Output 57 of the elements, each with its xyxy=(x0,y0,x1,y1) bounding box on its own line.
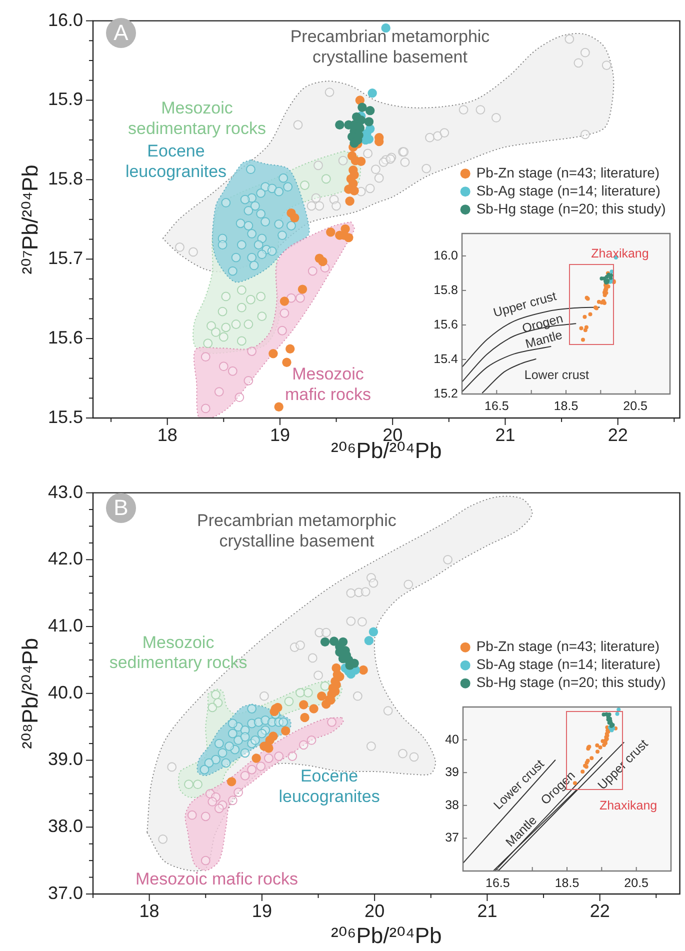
legend-label: Sb-Hg stage (n=20; this study) xyxy=(476,674,666,690)
series-label: Precambrian metamorphic crystalline basement xyxy=(197,511,397,551)
x-tick-label: 18 xyxy=(157,424,178,445)
x-tick-label: 21 xyxy=(477,900,498,921)
x-tick-label: 21 xyxy=(495,424,516,445)
y-tick-label: 15.7 xyxy=(48,248,83,268)
y-tick-label: 40.0 xyxy=(48,682,83,702)
y-tick-label: 39 xyxy=(445,765,460,780)
x-tick-label: 16.5 xyxy=(484,398,509,413)
y-tick-label: 15.2 xyxy=(434,386,458,400)
x-tick-label: 18 xyxy=(139,900,160,921)
y-tick-label: 38 xyxy=(445,798,460,812)
y-tick-label: 15.6 xyxy=(48,328,83,348)
x-tick-label: 22 xyxy=(608,424,628,445)
series-label: Precambrian metamorphic crystalline basement xyxy=(290,26,490,66)
y-tick-label: 42.0 xyxy=(48,548,83,569)
y-tick-label: 37.0 xyxy=(48,882,83,903)
series-label: Lower crust xyxy=(524,368,590,382)
legend-label: Pb-Zn stage (n=43; literature) xyxy=(476,164,660,180)
y-tick-label: 16.0 xyxy=(48,10,83,30)
y-tick-label: 15.8 xyxy=(434,282,458,297)
y-axis-title: ²⁰⁸Pb/²⁰⁴Pb xyxy=(17,638,42,749)
series-label: Mesozoic mafic rocks xyxy=(135,870,298,889)
legend-label: Pb-Zn stage (n=43; literature) xyxy=(476,638,660,654)
x-tick-label: 18.5 xyxy=(554,398,578,413)
y-tick-label: 15.8 xyxy=(48,168,83,189)
x-tick-label: 20.5 xyxy=(624,876,649,890)
y-tick-label: 38.0 xyxy=(48,816,83,836)
legend-label: Sb-Hg stage (n=20; this study) xyxy=(476,200,666,216)
y-tick-label: 41.0 xyxy=(48,616,83,636)
series-label: Eocene leucogranites xyxy=(125,141,227,181)
legend-label: Sb-Ag stage (n=14; literature) xyxy=(476,656,660,672)
legend-label: Sb-Ag stage (n=14; literature) xyxy=(476,182,660,198)
series-label: Eocene leucogranites xyxy=(278,766,380,806)
annotation: Zhaxikang xyxy=(591,246,649,260)
y-tick-label: 15.6 xyxy=(434,317,458,332)
y-tick-label: 15.5 xyxy=(48,406,83,427)
x-tick-label: 18.5 xyxy=(554,876,580,890)
y-tick-label: 15.9 xyxy=(48,89,83,110)
x-tick-label: 19 xyxy=(252,900,272,921)
y-tick-label: 16.0 xyxy=(434,248,458,262)
x-tick-label: 20 xyxy=(364,900,385,921)
x-tick-label: 16.5 xyxy=(485,876,510,890)
text: Mesozoic sedimentary rocks xyxy=(128,98,266,138)
series-label: Mesozoic mafic rocks xyxy=(285,364,371,404)
x-tick-label: 20.5 xyxy=(623,398,648,413)
x-axis-title: ²⁰⁶Pb/²⁰⁴Pb xyxy=(331,922,442,948)
x-tick-label: 22 xyxy=(590,900,610,921)
y-tick-label: 43.0 xyxy=(48,482,83,502)
series-label: Mesozoic sedimentary rocks xyxy=(109,632,248,672)
annotation: Zhaxikang xyxy=(599,798,658,812)
x-tick-label: 19 xyxy=(270,424,290,445)
y-tick-label: 39.0 xyxy=(48,749,83,770)
y-tick-label: 15.4 xyxy=(434,352,458,366)
y-axis-title: ²⁰⁷Pb/²⁰⁴Pb xyxy=(17,164,42,274)
y-tick-label: 37 xyxy=(445,830,460,845)
y-tick-label: 40 xyxy=(445,732,460,746)
